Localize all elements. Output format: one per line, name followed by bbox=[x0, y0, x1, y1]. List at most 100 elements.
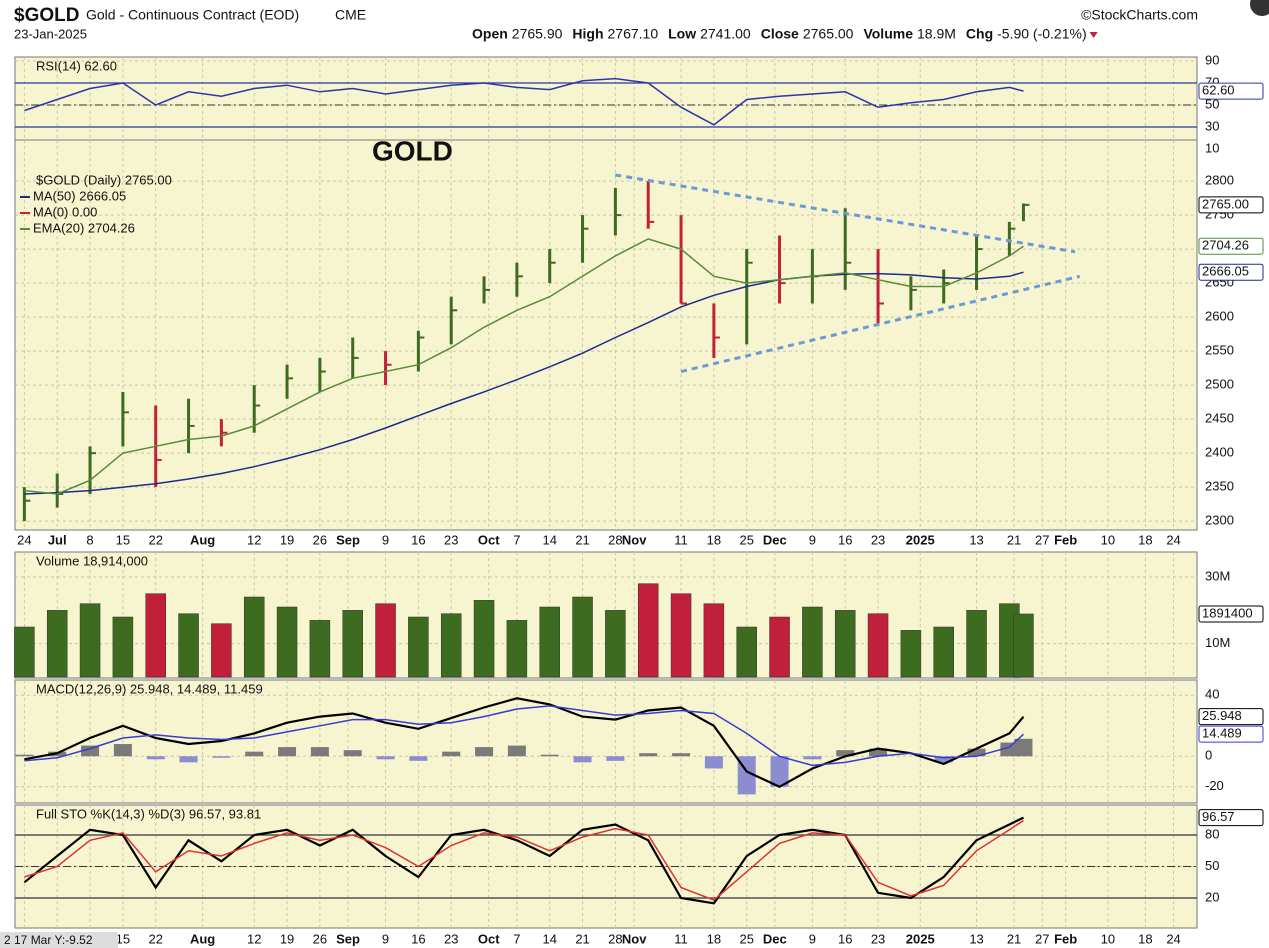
x-tick-label: Aug bbox=[190, 931, 215, 946]
volume-bar bbox=[14, 626, 35, 678]
last-value-label: 2765.00 bbox=[1202, 196, 1249, 211]
y-tick-label: 2500 bbox=[1205, 377, 1234, 392]
y-tick-label: 2450 bbox=[1205, 411, 1234, 426]
y-tick-label: 2550 bbox=[1205, 343, 1234, 358]
last-value-box bbox=[1198, 237, 1264, 255]
histogram-bar bbox=[1014, 738, 1033, 757]
volume-bar bbox=[342, 610, 363, 678]
histogram-bar bbox=[606, 756, 625, 761]
histogram-bar bbox=[869, 748, 888, 757]
last-value-box bbox=[1198, 725, 1264, 743]
quote-value: 18.9M bbox=[917, 26, 956, 42]
last-value-label: 14.489 bbox=[1202, 726, 1242, 741]
panel-title: RSI(14) 62.60 bbox=[36, 58, 117, 73]
volume-bar bbox=[440, 613, 462, 678]
x-tick-label: 9 bbox=[809, 532, 816, 547]
last-value-label: 1891400 bbox=[1202, 605, 1253, 620]
volume-bar bbox=[900, 630, 922, 678]
date: 23-Jan-2025 bbox=[14, 26, 87, 41]
trendline bbox=[615, 173, 1076, 254]
volume-bar bbox=[834, 610, 856, 678]
x-tick-label: 18 bbox=[1138, 931, 1152, 946]
x-tick-label: Oct bbox=[478, 532, 500, 547]
histogram-bar bbox=[704, 756, 723, 769]
y-tick-label: -20 bbox=[1205, 778, 1224, 793]
down-arrow bbox=[1089, 32, 1098, 38]
series-line bbox=[24, 705, 1025, 767]
x-tick-label: Sep bbox=[336, 532, 360, 547]
x-tick-label: 16 bbox=[838, 532, 852, 547]
x-tick-label: 23 bbox=[871, 931, 885, 946]
x-tick-label: 18 bbox=[1138, 532, 1152, 547]
x-tick-label: 26 bbox=[313, 931, 327, 946]
x-tick-label: 9 bbox=[809, 931, 816, 946]
histogram-bar bbox=[1000, 742, 1019, 757]
last-value-box bbox=[1198, 196, 1264, 214]
x-tick-label: 22 bbox=[148, 931, 162, 946]
volume-bar bbox=[408, 616, 429, 678]
x-tick-label: 15 bbox=[116, 931, 130, 946]
x-tick-label: 24 bbox=[1166, 931, 1180, 946]
volume-bar bbox=[539, 606, 560, 678]
x-tick-label: 21 bbox=[1007, 931, 1021, 946]
y-tick-label: 30 bbox=[1205, 118, 1219, 133]
histogram-bar bbox=[310, 747, 329, 757]
quote-value: 2767.10 bbox=[608, 26, 659, 42]
series-line bbox=[24, 77, 1024, 126]
x-tick-label: 24 bbox=[1166, 532, 1180, 547]
volume-bar bbox=[736, 626, 757, 678]
annotation: GOLD bbox=[372, 135, 453, 166]
volume-bar bbox=[1013, 613, 1034, 678]
quote-value: 2765.90 bbox=[512, 26, 563, 42]
volume-bar bbox=[933, 626, 954, 678]
symbol: $GOLD bbox=[14, 5, 79, 26]
volume-bar bbox=[966, 610, 987, 678]
y-tick-label: 20 bbox=[1205, 889, 1219, 904]
legend-label: MA(0) 0.00 bbox=[33, 204, 97, 219]
last-value-box bbox=[1198, 708, 1264, 726]
x-tick-label: 23 bbox=[444, 931, 458, 946]
x-tick-label: 27 bbox=[1035, 931, 1049, 946]
x-tick-label: 2025 bbox=[906, 532, 935, 547]
y-tick-label: 80 bbox=[1205, 826, 1219, 841]
quote-label: Open bbox=[472, 26, 508, 42]
last-value-label: 96.57 bbox=[1202, 809, 1235, 824]
volume-bar bbox=[572, 596, 593, 678]
x-tick-label: Oct bbox=[478, 931, 500, 946]
x-tick-label: Aug bbox=[190, 532, 215, 547]
x-tick-label: 16 bbox=[838, 931, 852, 946]
volume-bar bbox=[375, 603, 396, 678]
x-tick-label: Feb bbox=[1054, 532, 1077, 547]
y-tick-label: 90 bbox=[1205, 52, 1219, 67]
volume-bar bbox=[243, 596, 265, 678]
histogram-bar bbox=[672, 753, 691, 757]
x-tick-label: 22 bbox=[148, 532, 162, 547]
last-value-label: 2704.26 bbox=[1202, 238, 1249, 253]
series-line bbox=[23, 816, 1024, 905]
x-tick-label: 21 bbox=[575, 931, 589, 946]
y-tick-label: 2350 bbox=[1205, 479, 1234, 494]
x-tick-label: 21 bbox=[575, 532, 589, 547]
close-button[interactable] bbox=[1250, 0, 1269, 16]
series-line bbox=[24, 238, 1024, 495]
y-tick-label: 0 bbox=[1205, 748, 1212, 763]
x-tick-label: 18 bbox=[707, 532, 721, 547]
volume-bar bbox=[605, 610, 626, 678]
panel-title: Full STO %K(14,3) %D(3) 96.57, 93.81 bbox=[36, 806, 261, 821]
histogram-bar bbox=[278, 747, 297, 757]
x-tick-label: Dec bbox=[763, 532, 787, 547]
histogram-bar bbox=[507, 745, 526, 757]
x-tick-label: Nov bbox=[622, 931, 647, 946]
panel bbox=[14, 139, 1198, 531]
histogram-bar bbox=[934, 756, 953, 763]
volume-bar bbox=[211, 623, 232, 678]
x-tick-label: 25 bbox=[739, 931, 753, 946]
histogram-bar bbox=[639, 753, 658, 757]
x-tick-label: 12 bbox=[247, 532, 261, 547]
x-tick-label: 23 bbox=[444, 532, 458, 547]
x-tick-label: 11 bbox=[674, 931, 688, 946]
instrument-name: Gold - Continuous Contract (EOD) bbox=[86, 7, 299, 23]
y-tick-label: 2800 bbox=[1205, 173, 1234, 188]
volume-bar bbox=[769, 616, 790, 678]
y-tick-label: 2300 bbox=[1205, 513, 1234, 528]
